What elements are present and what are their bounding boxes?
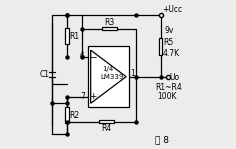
Text: 100K: 100K [157,92,177,101]
Bar [99,120,114,123]
Text: 9v: 9v [164,26,174,35]
Bar [102,27,117,30]
Bar [65,107,69,123]
Text: Uo: Uo [170,73,180,82]
Text: 图 8: 图 8 [155,135,169,144]
Bar [88,46,129,107]
Text: 1/4: 1/4 [102,66,114,72]
Bar [159,38,162,55]
Polygon shape [91,50,126,103]
Text: 7: 7 [80,92,85,101]
Text: LM339: LM339 [100,74,124,80]
Text: 1: 1 [130,69,135,78]
Text: +Ucc: +Ucc [162,5,182,14]
Text: 6: 6 [80,52,85,61]
Text: +: + [89,92,97,101]
Text: R2: R2 [70,111,80,120]
Text: R4: R4 [101,124,111,133]
Text: R1: R1 [70,32,80,41]
Text: R5: R5 [163,38,173,46]
Text: R1~R4: R1~R4 [155,83,182,92]
Bar [65,28,69,44]
Text: R3: R3 [104,18,114,27]
Text: C1: C1 [40,70,50,79]
Text: 4.7K: 4.7K [163,49,180,58]
Text: −: − [89,52,97,61]
